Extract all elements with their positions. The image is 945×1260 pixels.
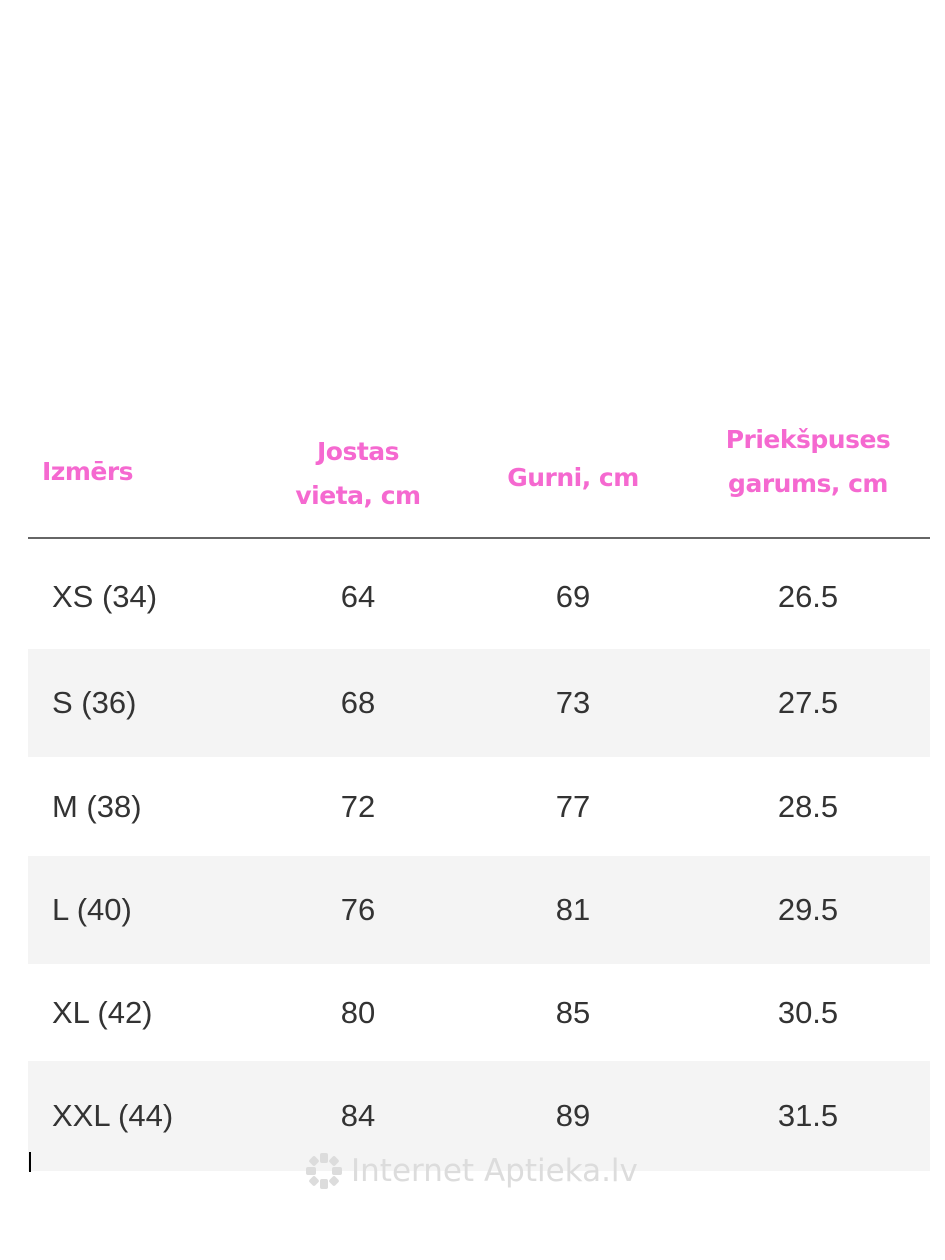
cell-hips: 69 xyxy=(555,579,591,614)
cell-front-length: 30.5 xyxy=(777,994,839,1030)
cell-hips: 77 xyxy=(555,788,591,824)
cell-front-length: 29.5 xyxy=(777,892,839,927)
cell-hips: 85 xyxy=(555,994,591,1030)
cell-waist: 72 xyxy=(340,788,376,824)
table-row: XS (34) 64 69 26.5 xyxy=(28,545,930,649)
watermark: Internet Aptieka.lv xyxy=(305,1152,638,1190)
table-header: Izmērs Jostas vieta, cm Gurni, cm Priekš… xyxy=(28,410,930,539)
cell-front-length: 31.5 xyxy=(777,1098,839,1133)
cell-waist: 84 xyxy=(340,1098,376,1133)
cell-size: S (36) xyxy=(52,685,137,720)
size-table: Izmērs Jostas vieta, cm Gurni, cm Priekš… xyxy=(28,410,930,1171)
pharmacy-logo-icon xyxy=(306,1153,342,1189)
text-cursor xyxy=(29,1152,31,1172)
header-waist-line1: Jostas xyxy=(316,437,400,466)
watermark-text: Internet Aptieka.lv xyxy=(351,1153,638,1189)
table-row: M (38) 72 77 28.5 xyxy=(28,757,930,856)
table-row: XXL (44) 84 89 31.5 xyxy=(28,1061,930,1171)
cell-front-length: 26.5 xyxy=(777,579,839,614)
cell-size: XL (42) xyxy=(52,994,153,1030)
cell-size: XXL (44) xyxy=(52,1098,174,1133)
cell-waist: 64 xyxy=(340,579,376,614)
cell-waist: 68 xyxy=(340,685,376,720)
header-front-length-line2: garums, cm xyxy=(728,469,888,498)
header-waist: Jostas vieta, cm xyxy=(258,430,458,518)
table-body: XS (34) 64 69 26.5 S (36) 68 73 27.5 M (38) 72 77 2… xyxy=(28,545,930,1171)
cell-size: M (38) xyxy=(52,788,142,824)
cell-size: XS (34) xyxy=(52,579,158,614)
cell-front-length: 27.5 xyxy=(777,685,839,720)
header-hips: Gurni, cm xyxy=(507,463,639,492)
header-waist-line2: vieta, cm xyxy=(295,481,421,510)
cell-front-length: 28.5 xyxy=(777,788,839,824)
header-front-length-line1: Priekšpuses xyxy=(725,425,891,454)
cell-waist: 80 xyxy=(340,994,376,1030)
cell-waist: 76 xyxy=(340,892,376,927)
cell-hips: 89 xyxy=(555,1098,591,1133)
table-row: L (40) 76 81 29.5 xyxy=(28,856,930,964)
table-row: S (36) 68 73 27.5 xyxy=(28,649,930,757)
cell-hips: 81 xyxy=(555,892,591,927)
header-size: Izmērs xyxy=(42,457,134,486)
table-row: XL (42) 80 85 30.5 xyxy=(28,964,930,1061)
cell-size: L (40) xyxy=(52,892,132,927)
cell-hips: 73 xyxy=(555,685,591,720)
header-front-length: Priekšpuses garums, cm xyxy=(708,418,908,506)
